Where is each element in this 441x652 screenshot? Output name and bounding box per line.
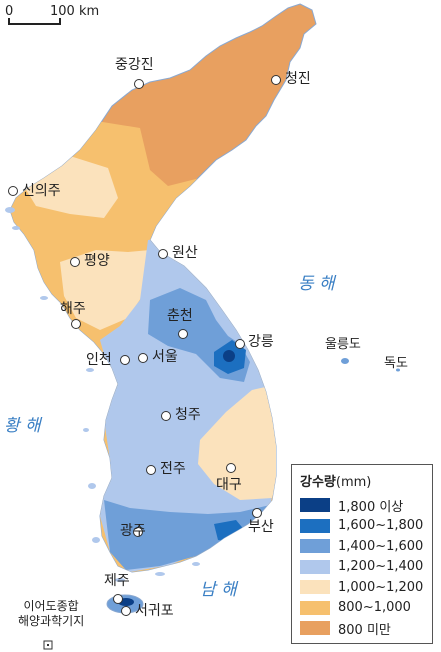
city-label-sinuiju: 신의주: [22, 183, 61, 199]
ieodo-label: 이어도종합 해양과학기지: [18, 599, 84, 629]
city-label-daegu: 대구: [216, 477, 242, 493]
legend-swatch: [300, 600, 330, 615]
island-label-ulleungdo: 울릉도: [325, 337, 361, 352]
sea-label-south: 남 해: [200, 580, 237, 600]
legend-item-label: 1,600~1,800: [338, 518, 424, 534]
legend-item-label: 800~1,000: [338, 600, 411, 616]
legend-item: 1,000~1,200: [300, 577, 424, 598]
city-marker-daegu: [226, 463, 236, 473]
city-label-chuncheon: 춘천: [167, 308, 193, 324]
city-marker-pyongyang: [70, 257, 80, 267]
city-label-gwangju: 광주: [120, 523, 146, 539]
city-label-jeonju: 전주: [160, 461, 186, 477]
legend-item: 1,200~1,400: [300, 557, 424, 578]
legend-item: 800~1,000: [300, 598, 424, 619]
city-label-busan: 부산: [248, 519, 274, 535]
city-marker-chuncheon: [178, 329, 188, 339]
city-marker-jeonju: [146, 465, 156, 475]
legend-title-text: 강수량: [300, 475, 336, 490]
legend-item: 1,400~1,600: [300, 536, 424, 557]
city-marker-jeju: [113, 594, 123, 604]
legend-item-label: 1,200~1,400: [338, 559, 424, 575]
legend-swatch: [300, 518, 330, 533]
city-label-pyongyang: 평양: [84, 253, 110, 269]
city-label-chongjin: 청진: [285, 71, 311, 87]
city-marker-seoul: [138, 353, 148, 363]
legend-item-label: 800 미만: [338, 622, 391, 638]
city-marker-gwangju: [133, 527, 143, 537]
city-label-seogwipo: 서귀포: [135, 603, 174, 619]
ieodo-label-line2: 해양과학기지: [18, 614, 85, 628]
city-marker-wonsan: [158, 249, 168, 259]
city-marker-incheon: [120, 355, 130, 365]
legend-swatch: [300, 559, 330, 574]
legend-item: 1,800 이상: [300, 495, 424, 516]
city-marker-haeju: [71, 319, 81, 329]
city-marker-junggangjin: [134, 79, 144, 89]
scale-distance: 100 km: [50, 4, 100, 19]
legend-item-label: 1,800 이상: [338, 499, 404, 515]
city-label-incheon: 인천: [86, 352, 112, 368]
city-marker-cheongju: [161, 411, 171, 421]
city-marker-gangneung: [235, 339, 245, 349]
city-marker-busan: [252, 508, 262, 518]
legend-swatch: [300, 621, 330, 636]
legend-unit: (mm): [335, 475, 372, 490]
legend-item: 1,600~1,800: [300, 516, 424, 537]
city-label-seoul: 서울: [152, 349, 178, 365]
city-label-gangneung: 강릉: [248, 334, 274, 350]
city-label-haeju: 해주: [60, 301, 86, 317]
city-marker-seogwipo: [121, 606, 131, 616]
legend-item-label: 1,400~1,600: [338, 538, 424, 554]
legend-item-label: 1,000~1,200: [338, 579, 424, 595]
legend-item: 800 미만: [300, 618, 424, 639]
city-marker-chongjin: [271, 75, 281, 85]
city-label-wonsan: 원산: [172, 245, 198, 261]
city-label-jeju: 제주: [104, 573, 130, 589]
legend-swatch: [300, 539, 330, 554]
legend: 강수량(mm) 1,800 이상 1,600~1,800 1,400~1,600…: [291, 464, 433, 644]
sea-label-east: 동 해: [298, 274, 335, 294]
legend-swatch: [300, 498, 330, 513]
sea-label-west: 황 해: [4, 416, 41, 436]
city-label-junggangjin: 중강진: [115, 57, 154, 73]
island-label-dokdo: 독도: [384, 356, 408, 371]
legend-title: 강수량(mm): [300, 471, 424, 490]
scale-zero: 0: [5, 4, 14, 19]
legend-swatch: [300, 580, 330, 595]
ieodo-label-line1: 이어도종합: [23, 599, 79, 613]
city-label-cheongju: 청주: [175, 407, 201, 423]
city-marker-sinuiju: [8, 186, 18, 196]
